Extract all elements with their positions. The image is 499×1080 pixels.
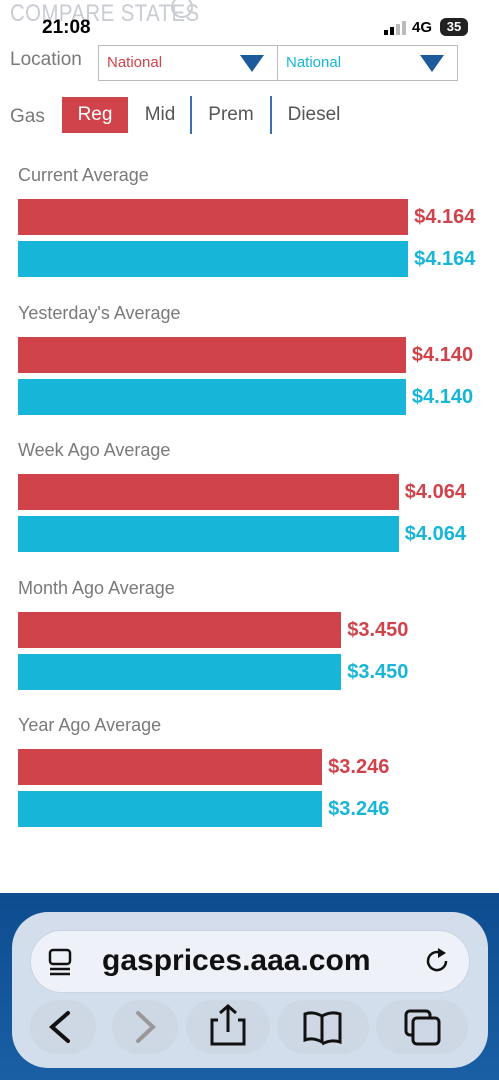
tab[interactable]: Diesel	[287, 104, 341, 125]
bar	[18, 474, 399, 510]
info-icon[interactable]	[171, 0, 193, 18]
reader-icon[interactable]	[48, 948, 74, 976]
group-title: Month Ago Average	[18, 577, 175, 598]
dropdown-arrow	[240, 55, 264, 72]
url[interactable]: gasprices.aaa.com	[102, 944, 371, 977]
value-label: $4.064	[404, 481, 466, 503]
dropdown-arrow	[420, 55, 444, 72]
value-label: $3.246	[328, 756, 390, 778]
tab-separator	[190, 96, 192, 134]
bar	[18, 241, 409, 277]
signal-icon	[384, 21, 406, 35]
tab[interactable]: Mid	[144, 104, 176, 125]
page-title: COMPARE STATES	[10, 0, 200, 27]
tab[interactable]: Prem	[208, 104, 254, 125]
status-time: 21:08	[42, 17, 91, 38]
value-label: $4.164	[414, 206, 476, 228]
value-label: $4.164	[414, 248, 476, 270]
group-title: Year Ago Average	[18, 715, 162, 735]
bar	[18, 378, 406, 415]
value-label: $3.450	[347, 660, 409, 683]
tab-selected[interactable]: Reg	[62, 97, 128, 133]
value-label: $4.064	[404, 523, 466, 545]
bar	[18, 516, 399, 552]
value-label: $3.450	[347, 618, 409, 641]
reload-icon[interactable]	[424, 947, 452, 975]
location-label: Location	[10, 49, 82, 70]
tab-separator	[270, 96, 272, 134]
group-title: Yesterday's Average	[18, 302, 181, 323]
back-button[interactable]	[30, 1000, 96, 1054]
network: 4G	[412, 19, 433, 36]
group-title: Week Ago Average	[18, 440, 171, 460]
value-label: $4.140	[411, 343, 474, 366]
group-title: Current Average	[18, 165, 149, 185]
location-dropdown[interactable]: National	[277, 45, 458, 81]
bar	[18, 749, 323, 785]
bar	[18, 199, 409, 235]
bar	[18, 791, 323, 827]
value-label: $3.246	[328, 798, 390, 820]
value-label: $4.140	[411, 385, 474, 408]
bar	[18, 653, 342, 690]
bar	[18, 336, 406, 373]
gas-label: Gas	[10, 106, 45, 127]
toolbar-icons	[48, 1004, 441, 1046]
bar	[18, 611, 342, 648]
forward-button[interactable]	[112, 1000, 178, 1054]
address-bar[interactable]	[30, 930, 470, 993]
battery: 35	[440, 18, 468, 36]
